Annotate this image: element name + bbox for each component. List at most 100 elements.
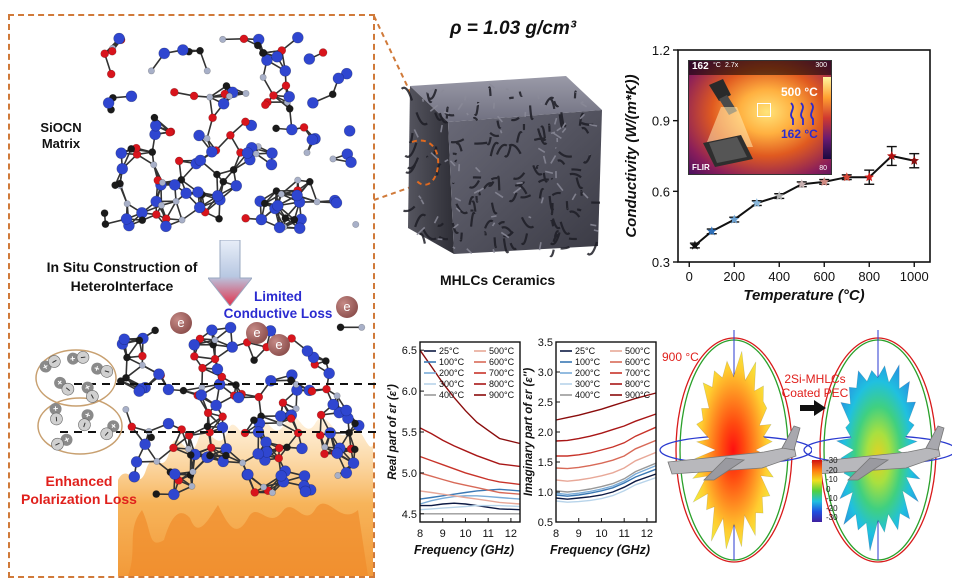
rcs-3d-plot-coated bbox=[803, 330, 952, 563]
x-axis-label: Temperature (°C) bbox=[743, 287, 864, 304]
y-axis-label: Real part of εr (ε′) bbox=[387, 384, 399, 480]
svg-text:+: + bbox=[82, 383, 93, 392]
flame-background bbox=[118, 414, 373, 576]
data-point bbox=[707, 226, 717, 236]
rcs-temp-label: 900 °C bbox=[662, 350, 699, 364]
legend-label: 800°C bbox=[625, 379, 651, 389]
y-tick-label: 4.5 bbox=[402, 509, 417, 521]
svg-text:+: + bbox=[50, 406, 60, 412]
x-tick-label: 8 bbox=[553, 528, 559, 540]
series-line bbox=[419, 495, 521, 505]
coated-pec-label: 2Si-MHLCs Coated PEC bbox=[781, 372, 849, 400]
x-tick-label: 200 bbox=[723, 269, 745, 284]
right-arrow-icon bbox=[800, 400, 826, 416]
series-line bbox=[419, 349, 521, 445]
svg-text:+: + bbox=[93, 363, 101, 374]
hot-temp-label: 500 °C bbox=[781, 85, 818, 99]
zoom-connector-lines bbox=[373, 15, 415, 201]
series-line bbox=[420, 502, 521, 511]
heat-flow-arrows-icon bbox=[790, 102, 814, 125]
svg-text:−: − bbox=[50, 356, 60, 367]
rcs-scale-labels: -30 -20 -10 0 -10 -20 -30 bbox=[826, 456, 838, 523]
x-tick-label: 800 bbox=[858, 269, 880, 284]
series-line bbox=[419, 488, 521, 500]
x-tick-label: 9 bbox=[440, 528, 446, 540]
series-line bbox=[419, 427, 521, 468]
rcs-scale-label: 0 bbox=[826, 484, 831, 494]
legend-label: 300°C bbox=[575, 379, 601, 389]
data-point bbox=[729, 214, 739, 224]
y-tick-label: 0.3 bbox=[652, 255, 670, 270]
y-axis-label: Imaginary part of εr (ε″) bbox=[523, 368, 535, 497]
legend-label: 900°C bbox=[625, 390, 651, 400]
legend-label: 200°C bbox=[575, 368, 601, 378]
limited-conductive-loss-label: Limited Conductive Loss bbox=[223, 289, 333, 321]
legend-label: 500°C bbox=[625, 346, 651, 356]
schematic-panel bbox=[8, 14, 375, 578]
data-point bbox=[797, 179, 807, 189]
heterointerface-structure bbox=[116, 321, 366, 501]
svg-text:+: + bbox=[69, 353, 75, 364]
series-line bbox=[556, 426, 657, 457]
thermal-readout: 162 bbox=[692, 61, 709, 72]
rcs-scale-label: -30 bbox=[826, 456, 838, 465]
series-line bbox=[555, 468, 657, 497]
plot-frame bbox=[677, 49, 931, 263]
series-line bbox=[555, 476, 657, 503]
svg-text:+: + bbox=[82, 411, 93, 419]
legend-label: 700°C bbox=[625, 368, 651, 378]
torch-icon bbox=[703, 79, 753, 167]
siocn-matrix-label: SiOCN Matrix bbox=[40, 120, 82, 151]
data-point bbox=[909, 155, 919, 165]
svg-text:−: − bbox=[103, 366, 111, 377]
x-axis-label: Frequency (GHz) bbox=[414, 543, 514, 557]
data-point bbox=[842, 172, 852, 182]
rcs-scale-label: -20 bbox=[826, 465, 838, 475]
x-tick-label: 1000 bbox=[900, 269, 929, 284]
thermal-readout-unit: °C bbox=[713, 62, 721, 69]
series-line bbox=[555, 439, 657, 470]
legend-label: 100°C bbox=[575, 357, 601, 367]
legend-label: 400°C bbox=[575, 390, 601, 400]
series-line bbox=[555, 464, 657, 496]
svg-text:−: − bbox=[53, 439, 62, 450]
legend-label: 600°C bbox=[489, 357, 515, 367]
svg-text:+: + bbox=[55, 377, 65, 388]
y-tick-label: 2.5 bbox=[538, 397, 553, 409]
y-tick-label: 1.5 bbox=[538, 457, 553, 469]
cold-temp-label: 162 °C bbox=[781, 127, 818, 141]
svg-text:+: + bbox=[41, 361, 51, 372]
series-line bbox=[555, 392, 657, 421]
thermal-scale-top: 300 bbox=[815, 62, 827, 69]
svg-text:−: − bbox=[80, 352, 86, 363]
x-tick-label: 11 bbox=[482, 528, 493, 540]
svg-text:+: + bbox=[108, 421, 119, 432]
electron-icon: e bbox=[170, 312, 192, 334]
rcs-scale-label: -20 bbox=[826, 503, 838, 513]
series-line bbox=[555, 473, 657, 500]
electron-icon: e bbox=[246, 322, 268, 344]
series-line bbox=[555, 451, 657, 482]
series-line bbox=[419, 504, 521, 511]
ceramic-caption: MHLCs Ceramics bbox=[440, 272, 556, 288]
thermal-zoom: 2.7x bbox=[725, 62, 739, 69]
electron-icon: e bbox=[268, 334, 290, 356]
x-tick-label: 10 bbox=[595, 528, 607, 540]
y-tick-label: 2.0 bbox=[538, 427, 553, 439]
imag-permittivity-chart: 0.5 1.0 1.5 2.0 2.5 3.0 3.5 8 9 10 11 12 Frequency (… bbox=[523, 337, 657, 557]
x-tick-label: 12 bbox=[641, 528, 653, 540]
data-point bbox=[752, 198, 762, 208]
y-tick-label: 0.9 bbox=[652, 114, 670, 129]
legend-label: 25°C bbox=[575, 346, 596, 356]
y-tick-label: 6.0 bbox=[402, 386, 417, 398]
legend-label: 200°C bbox=[439, 368, 465, 378]
data-point bbox=[819, 176, 829, 186]
legend-label: 100°C bbox=[439, 357, 465, 367]
thermal-scale-bottom: 80 bbox=[819, 165, 827, 172]
real-permittivity-chart: 4.5 5.0 5.5 6.0 6.5 8 9 10 11 12 Frequency (GHz) Re… bbox=[387, 341, 521, 557]
siocn-molecular-structure bbox=[100, 31, 360, 235]
x-tick-label: 600 bbox=[813, 269, 835, 284]
rcs-scale-label: -10 bbox=[826, 494, 838, 503]
mhlcs-ceramic-cube bbox=[400, 76, 602, 258]
data-point bbox=[887, 151, 897, 160]
